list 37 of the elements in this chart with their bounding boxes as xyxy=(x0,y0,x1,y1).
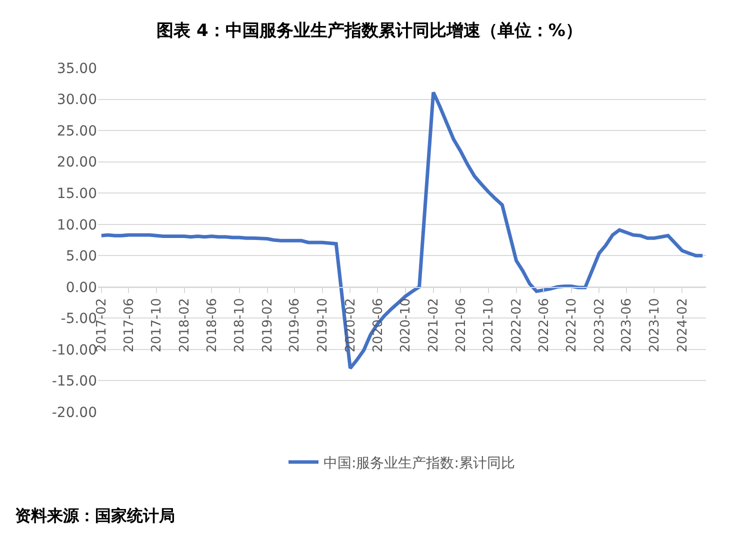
x-tick-label: 2024-02 xyxy=(675,298,690,352)
y-tick-label: 5.00 xyxy=(66,248,97,265)
x-tick-label: 2020-10 xyxy=(398,298,414,352)
x-tick-label: 2021-02 xyxy=(426,298,442,352)
x-tick-label: 2021-06 xyxy=(454,298,469,352)
y-tick-label: 10.00 xyxy=(56,217,97,234)
x-tick-label: 2019-02 xyxy=(260,298,276,352)
x-tick-label: 2017-02 xyxy=(94,298,110,352)
x-tick-label: 2022-06 xyxy=(536,298,552,352)
x-tick-label: 2022-02 xyxy=(510,298,525,352)
y-tick-label: 25.00 xyxy=(56,123,97,140)
x-tick-label: 2022-10 xyxy=(564,298,580,352)
y-tick-label: 0.00 xyxy=(66,280,97,296)
x-tick-label: 2023-02 xyxy=(592,298,608,352)
legend-label: 中国:服务业生产指数:累计同比 xyxy=(324,455,515,472)
y-tick-label: 15.00 xyxy=(56,186,97,202)
y-tick-label: -5.00 xyxy=(60,311,97,328)
x-tick-label: 2017-10 xyxy=(150,298,165,352)
x-tick-label: 2019-10 xyxy=(315,298,330,352)
y-tick-label: -10.00 xyxy=(52,342,97,358)
chart-title: 图表 4：中国服务业生产指数累计同比增速（单位：%） xyxy=(156,20,582,41)
y-tick-label: 20.00 xyxy=(56,154,97,171)
x-tick-label: 2018-10 xyxy=(232,298,248,352)
y-tick-label: 30.00 xyxy=(56,92,97,108)
x-tick-label: 2018-02 xyxy=(178,298,193,352)
x-tick-label: 2020-02 xyxy=(343,298,358,352)
x-tick-label: 2019-06 xyxy=(288,298,303,352)
x-tick-label: 2020-06 xyxy=(370,298,386,352)
x-tick-label: 2023-10 xyxy=(647,298,662,352)
x-tick-label: 2023-06 xyxy=(620,298,635,352)
y-tick-label: -15.00 xyxy=(52,374,97,390)
x-tick-label: 2018-06 xyxy=(204,298,220,352)
x-tick-label: 2021-10 xyxy=(482,298,497,352)
x-tick-label: 2017-06 xyxy=(122,298,137,352)
text: 资料来源：国家统计局 xyxy=(15,506,175,525)
y-tick-label: 35.00 xyxy=(56,60,97,77)
y-tick-label: -20.00 xyxy=(52,404,97,421)
